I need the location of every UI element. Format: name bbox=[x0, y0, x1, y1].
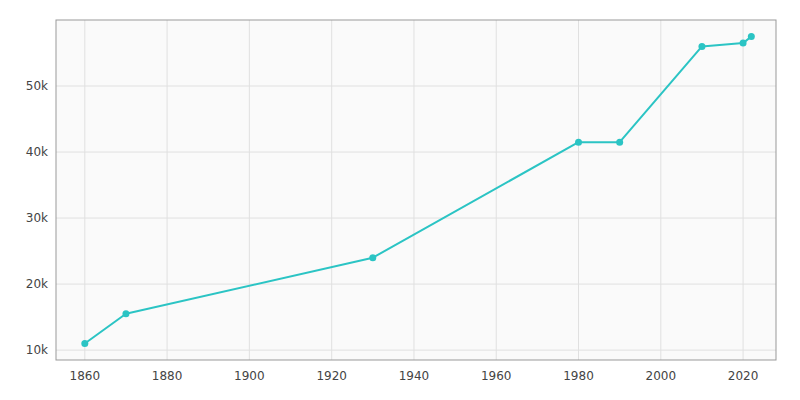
x-grid-line bbox=[578, 20, 579, 360]
y-grid-line bbox=[56, 218, 776, 219]
point bbox=[575, 139, 582, 146]
x-grid-line bbox=[660, 20, 661, 360]
x-grid-line bbox=[84, 20, 85, 360]
chart-container: 1860 1880 1900 1920 1940 1960 1980 2000 2020 10k 2… bbox=[0, 0, 800, 400]
series bbox=[81, 33, 755, 347]
x-grid-line bbox=[743, 20, 744, 360]
y-tick-label: 30k bbox=[26, 211, 48, 225]
y-tick-label: 20k bbox=[26, 277, 48, 291]
y-grid-line bbox=[56, 152, 776, 153]
x-grid-line bbox=[413, 20, 414, 360]
point bbox=[616, 139, 623, 146]
x-tick-label: 1960 bbox=[481, 369, 512, 383]
point bbox=[698, 43, 705, 50]
y-grid-line bbox=[56, 350, 776, 351]
x-tick-label: 1980 bbox=[563, 369, 594, 383]
y-tick-label: 50k bbox=[26, 79, 48, 93]
x-grid-line bbox=[249, 20, 250, 360]
point bbox=[748, 33, 755, 40]
y-tick-label: 10k bbox=[26, 343, 48, 357]
x-tick-label: 1900 bbox=[234, 369, 265, 383]
x-tick-label: 1940 bbox=[399, 369, 430, 383]
point bbox=[369, 254, 376, 261]
grid bbox=[56, 20, 776, 360]
axes: 1860 1880 1900 1920 1940 1960 1980 2000 2020 10k 2… bbox=[26, 79, 759, 383]
x-tick-label: 1880 bbox=[152, 369, 183, 383]
x-tick-label: 2000 bbox=[646, 369, 677, 383]
x-tick-label: 1920 bbox=[316, 369, 347, 383]
x-grid-line bbox=[331, 20, 332, 360]
y-grid-line bbox=[56, 284, 776, 285]
y-tick-label: 40k bbox=[26, 145, 48, 159]
chart: 1860 1880 1900 1920 1940 1960 1980 2000 2020 10k 2… bbox=[0, 0, 800, 400]
point bbox=[122, 310, 129, 317]
x-grid-line bbox=[496, 20, 497, 360]
x-tick-label: 1860 bbox=[70, 369, 101, 383]
line bbox=[85, 37, 752, 344]
x-grid-line bbox=[167, 20, 168, 360]
point bbox=[81, 340, 88, 347]
point bbox=[740, 40, 747, 47]
x-tick-label: 2020 bbox=[728, 369, 759, 383]
plot-frame bbox=[56, 20, 776, 360]
plot-background bbox=[56, 20, 776, 360]
